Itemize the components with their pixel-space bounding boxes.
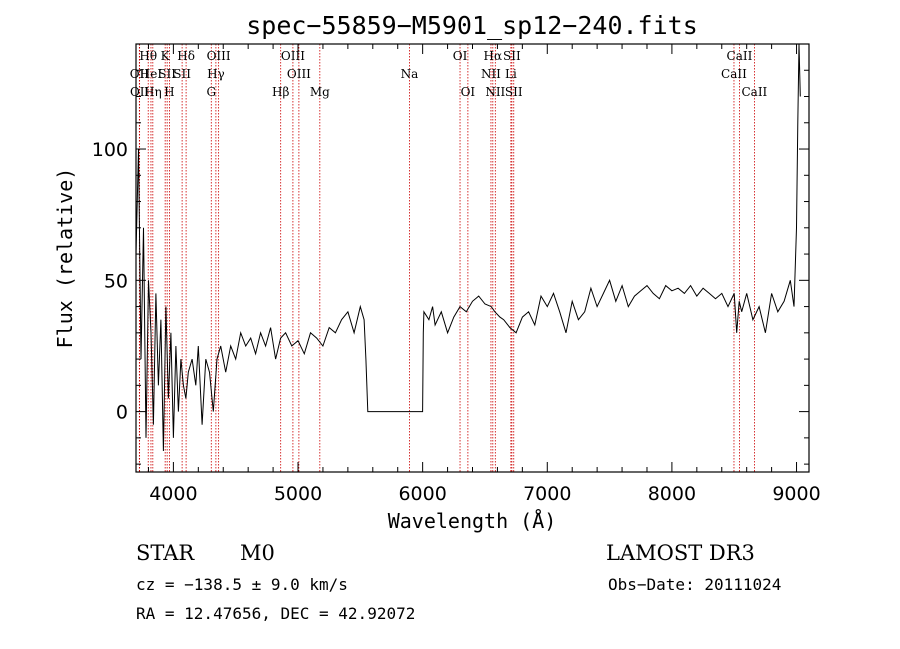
plot-frame — [135, 43, 810, 473]
coordinates-text: RA = 12.47656, DEC = 42.92072 — [136, 604, 415, 623]
velocity-text: cz = −138.5 ± 9.0 km/s — [136, 575, 348, 594]
spectral-line-label: Hα — [484, 49, 503, 63]
spectral-line-label: Mg — [310, 85, 330, 99]
spectral-line-label: CaII — [727, 49, 753, 63]
spectral-line-label: Na — [401, 67, 419, 81]
x-tick-label: 6000 — [398, 483, 446, 505]
spectral-line-label: Li — [505, 67, 517, 81]
chart-title: spec−55859−M5901_sp12−240.fits — [246, 11, 698, 40]
spectral-line-label: CaII — [741, 85, 767, 99]
spectral-line-label: OII — [130, 85, 150, 99]
spectral-line-label: OIII — [281, 49, 305, 63]
spectral-line-label: SII — [158, 67, 176, 81]
spectrum-series — [135, 43, 801, 452]
spectral-line-label: K — [161, 49, 171, 63]
y-tick-label: 0 — [116, 402, 128, 424]
survey-name: LAMOST DR3 — [606, 541, 755, 565]
spectrum-line — [135, 43, 801, 452]
spectral-line-label: OI — [453, 49, 468, 63]
obs-date-text: Obs−Date: 20111024 — [608, 575, 781, 594]
y-tick-label: 50 — [104, 270, 128, 292]
x-tick-label: 4000 — [149, 483, 197, 505]
spectral-line-label: Hδ — [177, 49, 195, 63]
spectral-line-label: NII — [485, 85, 505, 99]
x-axis-ticks: 4000 5000 6000 7000 8000 9000 — [147, 44, 821, 505]
x-tick-label: 5000 — [274, 483, 322, 505]
x-tick-label: 9000 — [772, 483, 820, 505]
spectral-line-label: HeI — [140, 67, 163, 81]
spectral-line-label: NII — [481, 67, 501, 81]
x-tick-label: 7000 — [523, 483, 571, 505]
object-subclass: M0 — [240, 541, 275, 565]
spectral-line-label: CaII — [721, 67, 747, 81]
spectral-line-label: OIII — [207, 49, 231, 63]
spectral-line-labels: HθOIIOIIHeIHηKSIIHHδSIIOIIIHγGOIIIOIIIHβ… — [130, 49, 768, 99]
spectral-line-label: SII — [173, 67, 191, 81]
spectral-line-label: Hβ — [272, 85, 289, 99]
y-axis-ticks: 0 50 100 — [92, 43, 809, 465]
spectral-line-label: SII — [503, 49, 521, 63]
x-tick-label: 8000 — [648, 483, 696, 505]
spectral-line-label: SII — [505, 85, 523, 99]
y-tick-label: 100 — [92, 139, 128, 161]
spectral-line-label: OI — [461, 85, 476, 99]
spectral-line-label: Hη — [144, 85, 162, 99]
spectral-line-label: H — [164, 85, 174, 99]
spectral-line-label: Hγ — [207, 67, 225, 81]
spectral-line-label: Hθ — [139, 49, 157, 63]
spectral-line-label: OIII — [287, 67, 311, 81]
spectral-line-markers — [138, 44, 755, 472]
spectral-line-label: OII — [130, 67, 150, 81]
x-axis-title: Wavelength (Å) — [388, 509, 557, 533]
y-axis-title: Flux (relative) — [53, 168, 77, 349]
spectral-line-label: G — [206, 85, 216, 99]
object-class: STAR — [136, 541, 195, 565]
